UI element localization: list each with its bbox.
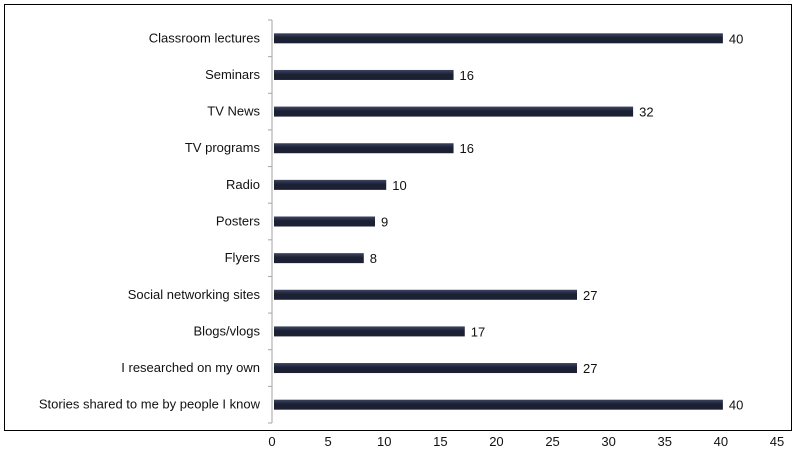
x-tick-label: 45: [770, 434, 784, 449]
category-label: Seminars: [205, 67, 260, 82]
data-label: 32: [639, 105, 653, 120]
data-label: 27: [583, 361, 597, 376]
bar: [274, 33, 723, 44]
bar: [274, 179, 387, 190]
category-label: TV programs: [185, 140, 261, 155]
category-label: Classroom lectures: [149, 30, 261, 45]
bar: [274, 289, 577, 300]
data-label: 17: [471, 324, 485, 339]
data-label: 8: [370, 251, 377, 266]
category-label: Social networking sites: [128, 287, 261, 302]
data-label: 16: [460, 141, 474, 156]
data-label: 40: [729, 31, 743, 46]
data-label: 16: [460, 68, 474, 83]
bar: [274, 143, 454, 154]
x-tick-label: 5: [324, 434, 331, 449]
data-label: 10: [392, 178, 406, 193]
category-label: Blogs/vlogs: [194, 323, 261, 338]
category-label: I researched on my own: [121, 360, 260, 375]
bar: [274, 253, 364, 264]
bar: [274, 216, 375, 227]
x-tick-label: 30: [601, 434, 615, 449]
data-label: 9: [381, 215, 388, 230]
x-tick-label: 10: [377, 434, 391, 449]
category-label: Posters: [216, 214, 261, 229]
bar: [274, 399, 723, 410]
bar: [274, 326, 465, 337]
x-tick-label: 0: [268, 434, 275, 449]
category-label: Stories shared to me by people I know: [39, 397, 261, 412]
category-label: Flyers: [225, 250, 261, 265]
bar: [274, 106, 634, 117]
x-tick-label: 40: [714, 434, 728, 449]
x-tick-label: 25: [545, 434, 559, 449]
x-tick-label: 15: [433, 434, 447, 449]
category-label: TV News: [207, 104, 260, 119]
bar: [274, 69, 454, 80]
bar: [274, 363, 577, 374]
data-label: 40: [729, 398, 743, 413]
x-tick-label: 35: [658, 434, 672, 449]
data-label: 27: [583, 288, 597, 303]
x-tick-label: 20: [489, 434, 503, 449]
category-label: Radio: [226, 177, 260, 192]
